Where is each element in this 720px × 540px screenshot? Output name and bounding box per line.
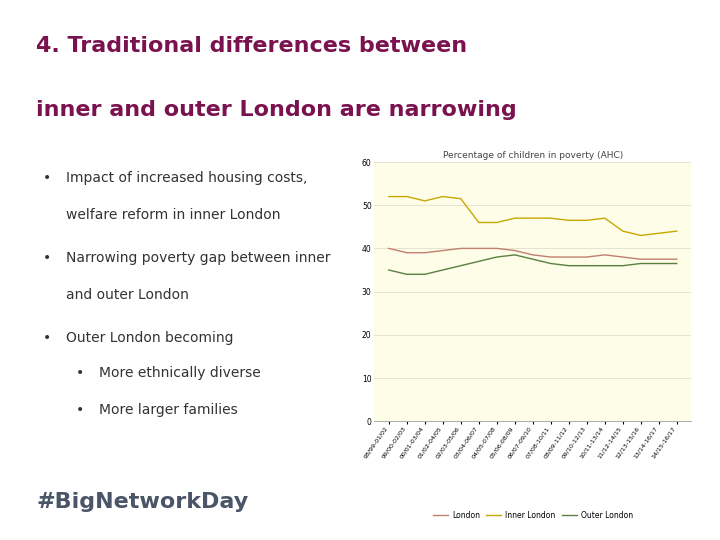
Text: •: •	[42, 171, 51, 185]
Title: Percentage of children in poverty (AHC): Percentage of children in poverty (AHC)	[443, 151, 623, 160]
Text: More larger families: More larger families	[99, 403, 238, 417]
Text: welfare reform in inner London: welfare reform in inner London	[66, 208, 280, 222]
Text: Outer London becoming: Outer London becoming	[66, 331, 233, 345]
Text: •: •	[76, 403, 84, 417]
Text: More ethnically diverse: More ethnically diverse	[99, 366, 261, 380]
Text: inner and outer London are narrowing: inner and outer London are narrowing	[36, 100, 517, 120]
Text: 4. Traditional differences between: 4. Traditional differences between	[36, 36, 467, 56]
Text: and outer London: and outer London	[66, 288, 189, 302]
Text: Impact of increased housing costs,: Impact of increased housing costs,	[66, 171, 307, 185]
Text: Narrowing poverty gap between inner: Narrowing poverty gap between inner	[66, 251, 330, 265]
Text: •: •	[76, 366, 84, 380]
Text: •: •	[42, 331, 51, 345]
Text: #BigNetworkDay: #BigNetworkDay	[36, 492, 248, 512]
Legend: London, Inner London, Outer London: London, Inner London, Outer London	[430, 508, 636, 523]
Text: •: •	[42, 251, 51, 265]
